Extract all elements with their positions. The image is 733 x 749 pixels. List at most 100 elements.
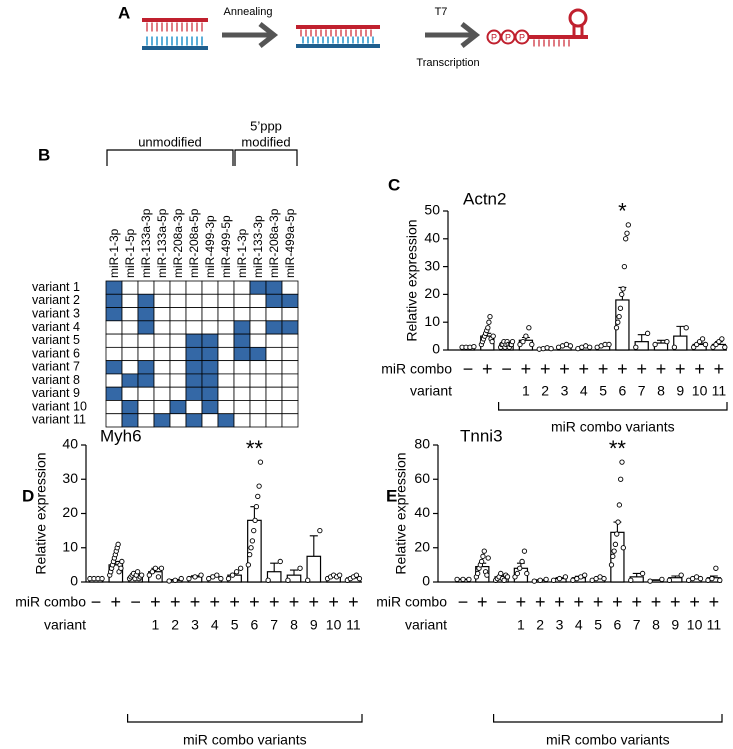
sign-label: + xyxy=(694,359,705,379)
sign-label: + xyxy=(612,592,623,612)
data-point xyxy=(251,527,257,534)
x-tick-label: 7 xyxy=(270,617,278,633)
sign-label: + xyxy=(593,592,604,612)
cell xyxy=(233,307,251,322)
row-label: miR combo xyxy=(376,594,447,610)
cell xyxy=(169,333,187,348)
phosphate xyxy=(514,29,530,45)
cell xyxy=(265,400,283,415)
data-point xyxy=(664,339,670,345)
x-tick-label: 1 xyxy=(517,617,525,633)
cell xyxy=(233,400,251,415)
cell xyxy=(217,307,235,322)
row-label: variant 10 xyxy=(32,399,87,413)
hairpin-loop xyxy=(568,8,588,28)
sign-label: + xyxy=(111,592,122,612)
sign-label: + xyxy=(190,592,201,612)
cell xyxy=(201,293,219,308)
y-axis-label: Relative expression xyxy=(404,219,420,341)
cell xyxy=(265,293,283,308)
cell xyxy=(169,413,187,428)
data-point xyxy=(356,575,363,582)
sign-label: + xyxy=(579,359,590,379)
data-point xyxy=(218,575,224,582)
data-point xyxy=(214,572,220,578)
column-label: miR-499a-5p xyxy=(283,208,297,278)
data-point xyxy=(722,344,728,350)
cell xyxy=(233,333,251,348)
data-point xyxy=(99,575,105,582)
cell xyxy=(249,320,267,335)
group-label: modified xyxy=(241,134,290,149)
data-point xyxy=(353,572,360,578)
group-bracket xyxy=(498,402,728,411)
y-tick-label: 40 xyxy=(414,504,430,520)
cell xyxy=(265,320,283,335)
cell xyxy=(137,280,155,295)
data-point xyxy=(118,565,124,571)
data-point xyxy=(285,577,291,583)
cell xyxy=(233,320,251,335)
cell xyxy=(233,346,251,362)
cell xyxy=(233,413,251,428)
cell xyxy=(169,386,187,401)
cell xyxy=(121,413,139,428)
data-point xyxy=(524,570,530,577)
cell xyxy=(249,307,267,322)
cell xyxy=(169,360,187,375)
cell xyxy=(137,320,155,335)
data-point xyxy=(615,519,621,525)
bracket-label: miR combo variants xyxy=(551,419,675,435)
x-tick-label: 7 xyxy=(633,617,641,633)
x-tick-label: 4 xyxy=(580,383,588,399)
cell xyxy=(201,360,219,375)
row-label: variant 1 xyxy=(32,280,80,294)
sign-label: + xyxy=(289,592,300,612)
cell xyxy=(137,307,155,322)
x-tick-label: 8 xyxy=(652,617,660,633)
schematic: A Annealing T7 Transcription P P P xyxy=(118,3,588,69)
y-tick-label: 0 xyxy=(70,573,78,589)
group-bracket xyxy=(493,714,723,723)
data-point xyxy=(198,572,204,578)
annotation: * xyxy=(618,199,627,224)
sign-label: − xyxy=(501,359,512,379)
cell xyxy=(201,386,219,401)
data-point xyxy=(149,569,156,575)
cell xyxy=(233,360,251,375)
data-point xyxy=(523,333,529,339)
cell xyxy=(137,400,155,415)
annotation: ** xyxy=(609,436,627,461)
data-point xyxy=(671,344,678,350)
data-point xyxy=(487,313,493,320)
y-tick-label: 60 xyxy=(414,470,430,486)
x-tick-label: 3 xyxy=(561,383,569,399)
data-point xyxy=(628,577,634,583)
sign-label: + xyxy=(170,592,181,612)
cell xyxy=(217,400,235,415)
sign-label: + xyxy=(598,359,609,379)
column-label: miR-1-3p xyxy=(107,228,121,278)
data-point xyxy=(233,569,240,575)
cell xyxy=(201,280,219,295)
cell xyxy=(281,293,299,308)
cell xyxy=(185,280,203,295)
x-tick-label: 3 xyxy=(191,617,199,633)
column-label: miR-133-3p xyxy=(251,215,265,278)
column-label: miR-208a-5p xyxy=(187,208,201,278)
cell xyxy=(249,373,267,388)
data-point xyxy=(480,553,486,559)
arrow xyxy=(222,22,279,48)
data-point xyxy=(697,575,704,582)
cell xyxy=(105,320,123,335)
cell xyxy=(185,386,203,401)
cell xyxy=(153,320,171,335)
bar-chart: E Tnni3 Relative expression 0 20 40 60 80 miR co… xyxy=(376,426,723,748)
data-point xyxy=(485,555,491,561)
cell xyxy=(201,320,219,335)
sign-label: + xyxy=(482,359,493,379)
cell xyxy=(249,360,267,375)
data-point xyxy=(485,325,491,331)
step-label: T7 xyxy=(435,6,448,18)
chart-title: Actn2 xyxy=(463,189,506,208)
